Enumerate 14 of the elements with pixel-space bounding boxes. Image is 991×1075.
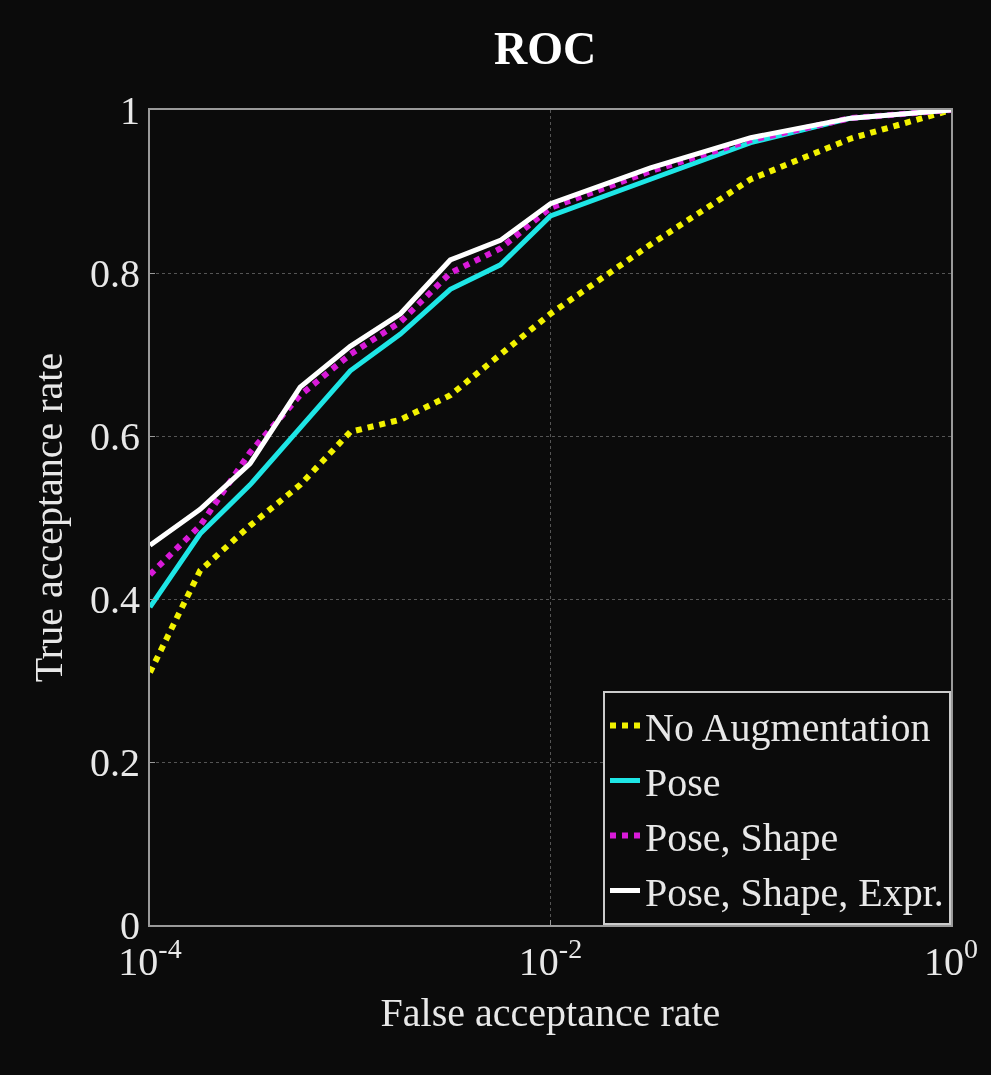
y-tick-label: 0.2 [90, 740, 140, 785]
y-tick-label: 0.4 [90, 577, 140, 622]
x-tick-label: 10$^{0}$ [924, 933, 978, 984]
y-tick-label: 0.6 [90, 414, 140, 459]
y-axis-title: True acceptance rate [26, 352, 71, 683]
y-tick-label: 1 [120, 88, 140, 133]
legend-label: No Augmentation [645, 705, 931, 751]
chart-title: ROC [493, 23, 597, 75]
x-tick-label: 10$^{-2}$ [518, 933, 583, 984]
y-tick-label: 0.8 [90, 251, 140, 296]
x-axis-title: False acceptance rate [380, 990, 721, 1035]
legend-label: Pose, Shape, Expr. [645, 870, 944, 916]
legend-label: Pose, Shape [645, 815, 839, 861]
legend-label: Pose [645, 760, 721, 806]
